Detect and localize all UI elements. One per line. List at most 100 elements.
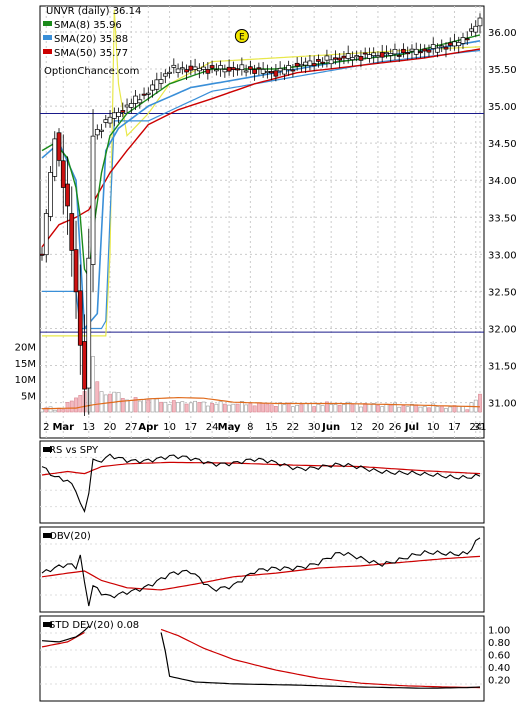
candle-body — [379, 52, 385, 58]
volume-bar — [401, 405, 406, 413]
candle-body — [362, 52, 368, 55]
date-tick-label: 17 — [184, 422, 197, 433]
volume-bar — [303, 403, 308, 413]
candle-body — [405, 52, 411, 55]
candle-body — [316, 59, 321, 62]
indicator-line — [41, 625, 481, 689]
candle-body — [273, 70, 279, 77]
indicator-tick-label: 0.60 — [488, 650, 510, 661]
date-tick-label: May — [218, 422, 241, 433]
volume-bar — [256, 402, 261, 413]
candle-body — [218, 65, 223, 70]
volume-bar — [163, 401, 168, 413]
date-tick-label: 10 — [163, 422, 176, 433]
candle-body — [473, 25, 479, 33]
volume-bar — [354, 403, 359, 413]
date-tick-label: Mar — [52, 422, 74, 433]
volume-bar — [48, 406, 53, 413]
candle-body — [94, 129, 100, 136]
legend-swatch — [43, 21, 52, 26]
candle-body — [133, 95, 138, 104]
candle-body — [175, 68, 181, 73]
volume-bar — [244, 404, 249, 413]
candle-body — [69, 213, 75, 251]
earnings-label: E — [239, 33, 245, 43]
candle-body — [337, 57, 343, 61]
sma50-line — [41, 48, 481, 248]
candle-body — [452, 41, 457, 47]
volume-bar — [384, 403, 389, 413]
volume-bar — [239, 401, 244, 413]
candle-body — [371, 52, 377, 56]
volume-bar — [125, 399, 129, 413]
candle-body — [328, 59, 334, 65]
volume-bar — [265, 403, 270, 413]
candle-body — [107, 116, 113, 124]
date-tick-label: Jun — [321, 422, 340, 433]
candle-body — [350, 57, 355, 61]
date-tick-label: 22 — [287, 422, 300, 433]
volume-bar — [461, 405, 465, 413]
candle-body — [73, 249, 79, 293]
volume-bar — [261, 402, 266, 413]
candle-body — [354, 55, 360, 58]
candle-body — [443, 46, 449, 50]
candle-body — [48, 172, 53, 217]
volume-bar — [435, 406, 440, 413]
legend-label: SMA(20) 35.88 — [54, 34, 128, 45]
date-tick-label: 20 — [104, 422, 117, 433]
legend-swatch — [43, 622, 52, 627]
price-tick-label: 32.00 — [488, 324, 517, 335]
volume-bar — [91, 356, 95, 413]
indicator-line — [41, 453, 481, 513]
candle-body — [469, 28, 474, 32]
candle-body — [252, 69, 257, 74]
price-tick-label: 33.00 — [488, 250, 517, 261]
volume-bar — [180, 401, 185, 413]
volume-bar — [439, 405, 444, 413]
volume-bar — [227, 404, 232, 413]
candle-body — [396, 54, 402, 57]
candle-body — [294, 62, 300, 67]
indicator-tick-label: 0.20 — [488, 675, 510, 686]
date-tick-label: 30 — [308, 422, 321, 433]
volume-bar — [201, 401, 206, 413]
candle-body — [137, 99, 143, 104]
date-tick-label: 12 — [350, 422, 363, 433]
volume-bar — [176, 402, 180, 413]
candle-body — [120, 110, 126, 113]
volume-bar — [146, 399, 151, 413]
watermark: OptionChance.com — [44, 66, 139, 77]
candle-body — [418, 51, 423, 54]
candle-body — [248, 66, 253, 70]
indicator-ma-line — [41, 461, 481, 476]
candle-body — [435, 47, 440, 53]
candle-body — [162, 73, 168, 77]
volume-bar — [308, 403, 312, 413]
volume-bar — [393, 402, 397, 413]
candle-body — [464, 38, 470, 41]
volume-bar — [320, 405, 325, 413]
candle-body — [171, 64, 177, 68]
date-tick-label: 8 — [247, 422, 253, 433]
volume-bar — [61, 409, 66, 413]
legend-label: UNVR (daily) 36.14 — [46, 6, 141, 17]
candle-body — [447, 42, 453, 46]
volume-bar — [273, 406, 278, 413]
volume-bar — [329, 404, 334, 413]
candle-body — [333, 57, 338, 60]
candle-body — [124, 104, 130, 108]
date-tick-label: Jul — [404, 422, 419, 433]
indicator-tick-label: 0.40 — [488, 663, 510, 674]
volume-bar — [231, 403, 236, 413]
candle-body — [384, 52, 389, 55]
candle-body — [299, 63, 304, 67]
earnings-marker — [234, 29, 249, 43]
volume-bar — [252, 405, 257, 413]
price-tick-label: 31.50 — [488, 362, 517, 373]
volume-bar — [295, 404, 300, 413]
rs-panel — [39, 440, 485, 524]
date-tick-label: 15 — [265, 422, 278, 433]
